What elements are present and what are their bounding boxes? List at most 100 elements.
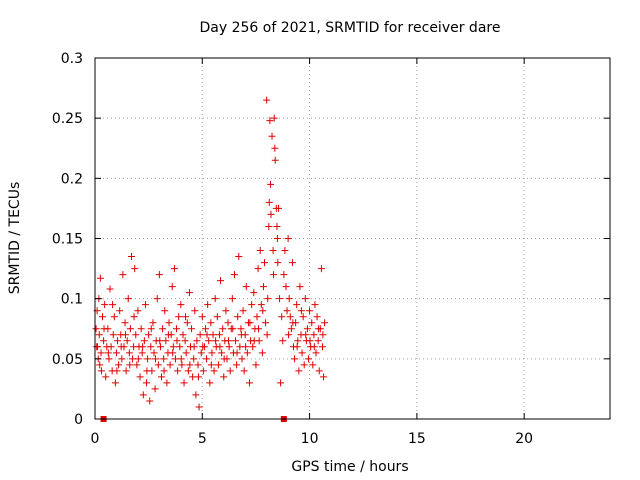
data-point	[207, 319, 215, 327]
data-point	[253, 313, 261, 321]
data-point	[130, 313, 138, 321]
data-point	[311, 301, 319, 309]
chart-title: Day 256 of 2021, SRMTID for receiver dar…	[200, 20, 501, 36]
data-point	[243, 349, 251, 357]
data-point	[259, 283, 267, 291]
data-point	[276, 295, 284, 303]
data-point	[265, 222, 273, 230]
data-point	[265, 198, 273, 206]
data-point	[106, 285, 114, 293]
data-point	[254, 265, 262, 273]
data-point	[303, 325, 311, 333]
data-point	[250, 337, 258, 345]
data-point	[191, 307, 199, 315]
data-point	[203, 331, 211, 339]
data-point	[115, 361, 123, 369]
data-point	[232, 337, 240, 345]
y-tick-label: 0.15	[52, 232, 83, 248]
data-point	[194, 373, 202, 381]
data-point	[228, 295, 236, 303]
data-point	[111, 379, 119, 387]
data-point	[147, 343, 155, 351]
data-point	[235, 253, 243, 261]
data-point	[177, 355, 185, 363]
data-point	[177, 301, 185, 309]
data-point	[310, 331, 318, 339]
data-point	[175, 313, 183, 321]
data-point	[312, 349, 320, 357]
data-point	[287, 325, 295, 333]
y-tick-label: 0.3	[61, 51, 83, 67]
data-point	[151, 385, 159, 393]
data-point	[97, 367, 105, 375]
data-point	[220, 355, 228, 363]
data-point	[141, 301, 149, 309]
data-point	[143, 367, 151, 375]
data-point	[320, 373, 328, 381]
x-tick-label: 10	[301, 431, 319, 447]
data-point	[285, 331, 293, 339]
data-point	[298, 349, 306, 357]
data-point	[264, 295, 272, 303]
data-point	[279, 337, 287, 345]
data-point	[152, 355, 160, 363]
data-point	[145, 331, 153, 339]
data-point	[149, 319, 157, 327]
data-point	[284, 235, 292, 242]
y-tick-label: 0.2	[61, 171, 83, 187]
data-point	[124, 295, 132, 303]
data-point	[282, 283, 290, 291]
data-point	[109, 331, 117, 339]
data-point	[248, 301, 256, 309]
x-tick-label: 5	[198, 431, 207, 447]
data-point	[136, 373, 144, 381]
data-point	[126, 325, 134, 333]
data-point	[246, 319, 254, 327]
data-point	[208, 349, 216, 357]
data-point	[163, 379, 171, 387]
data-point	[308, 319, 316, 327]
data-point	[242, 343, 250, 351]
data-point	[211, 295, 219, 303]
data-point	[249, 343, 257, 351]
data-point	[96, 361, 104, 369]
data-point	[197, 349, 205, 357]
data-point	[207, 361, 215, 369]
data-point	[174, 367, 182, 375]
data-point	[238, 355, 246, 363]
data-point	[271, 144, 279, 152]
data-point	[159, 325, 167, 333]
data-point	[184, 367, 192, 375]
data-point	[113, 367, 121, 375]
data-point	[283, 307, 291, 315]
data-point	[281, 247, 289, 255]
data-point	[319, 331, 327, 339]
data-point	[230, 271, 238, 279]
data-point	[267, 210, 275, 218]
data-point	[203, 355, 211, 363]
data-point	[315, 325, 323, 333]
data-point	[100, 337, 108, 345]
data-point	[242, 283, 250, 291]
data-point	[225, 343, 233, 351]
data-point	[285, 295, 293, 303]
data-point	[140, 337, 148, 345]
data-point	[295, 367, 303, 375]
data-point	[252, 361, 260, 369]
data-point	[274, 204, 282, 212]
data-point	[144, 355, 152, 363]
data-point	[186, 361, 194, 369]
data-point	[179, 331, 187, 339]
data-point	[192, 391, 200, 399]
data-point	[218, 349, 226, 357]
data-point	[183, 319, 191, 327]
data-point	[139, 343, 147, 351]
data-point	[196, 331, 204, 339]
data-point	[101, 301, 109, 309]
data-point	[268, 132, 276, 140]
data-point	[153, 295, 161, 303]
data-point	[105, 355, 113, 363]
data-point	[180, 379, 188, 387]
data-point	[150, 349, 158, 357]
